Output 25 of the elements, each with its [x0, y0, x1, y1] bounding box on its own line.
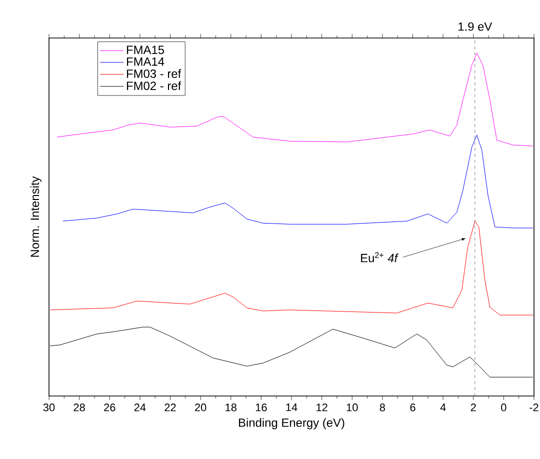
x-tick-label: 18	[226, 404, 236, 412]
y-axis-title: Norm. Intensity	[30, 176, 42, 257]
x-tick-label: 12	[316, 404, 328, 412]
x-tick-label: 24	[134, 404, 146, 412]
legend-label: FMA15	[126, 46, 164, 54]
x-tick-label: 6	[410, 404, 416, 412]
x-tick-label: 20	[195, 404, 206, 412]
legend-label: FM02 - ref	[126, 81, 182, 90]
x-tick-label: 30	[43, 404, 55, 412]
ref-line-label: 1.9 eV	[458, 22, 492, 31]
annotation: Eu$^{2+}$ 4f	[361, 252, 399, 262]
x-tick-label: 2	[470, 404, 476, 412]
x-axis-title: Binding Energy (eV)	[238, 418, 344, 430]
x-tick-label: 10	[346, 404, 358, 412]
x-tick-label: 0	[501, 404, 506, 412]
x-tick-label: 22	[164, 404, 176, 412]
x-tick-label: 26	[104, 404, 116, 412]
legend-label: FMA14	[126, 57, 164, 66]
x-tick-label: 8	[380, 404, 385, 412]
x-tick-label: 4	[440, 404, 446, 412]
x-tick-label: 28	[74, 404, 85, 412]
x-tick-label: -2	[530, 404, 538, 412]
legend-label: FM03 - ref	[126, 69, 182, 78]
x-tick-label: 16	[256, 404, 267, 412]
x-tick-label: 14	[286, 404, 298, 412]
